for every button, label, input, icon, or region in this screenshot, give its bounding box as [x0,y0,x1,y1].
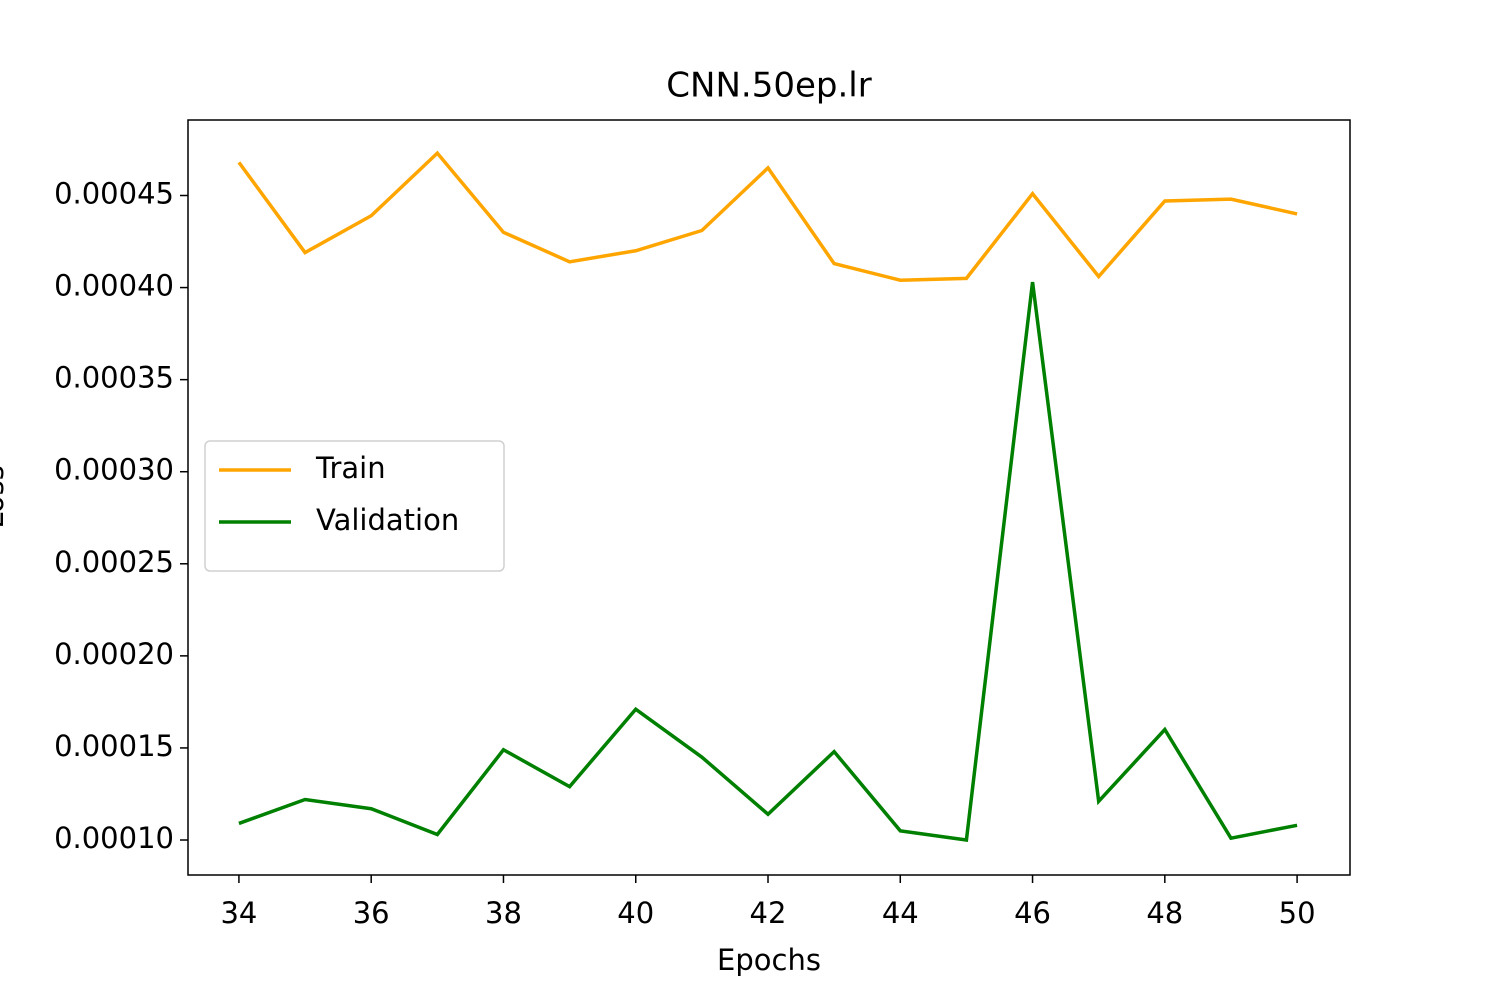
chart-title: CNN.50ep.lr [666,66,871,106]
y-axis-label: Loss [0,465,10,529]
x-tick-label: 34 [220,896,257,930]
y-tick-label: 0.00040 [54,269,174,303]
x-tick-label: 50 [1279,896,1316,930]
x-tick-label: 42 [750,896,787,930]
y-tick-label: 0.00010 [54,821,174,855]
plot-frame [187,119,1351,876]
y-tick-label: 0.00030 [54,453,174,487]
x-tick-label: 38 [485,896,522,930]
y-tick-label: 0.00045 [54,177,174,211]
legend-label: Validation [316,503,459,537]
legend-label: Train [315,451,386,485]
y-tick-label: 0.00035 [54,361,174,395]
legend-box [204,440,505,572]
x-tick-label: 48 [1146,896,1183,930]
y-tick-label: 0.00020 [54,637,174,671]
line-series [237,150,1298,282]
y-tick-label: 0.00025 [54,545,174,579]
x-tick-label: 46 [1014,896,1051,930]
x-tick-label: 36 [353,896,390,930]
line-series [238,281,1298,842]
x-tick-label: 40 [617,896,654,930]
y-tick-label: 0.00015 [54,729,174,763]
x-tick-label: 44 [882,896,919,930]
x-axis-label: Epochs [717,943,821,977]
